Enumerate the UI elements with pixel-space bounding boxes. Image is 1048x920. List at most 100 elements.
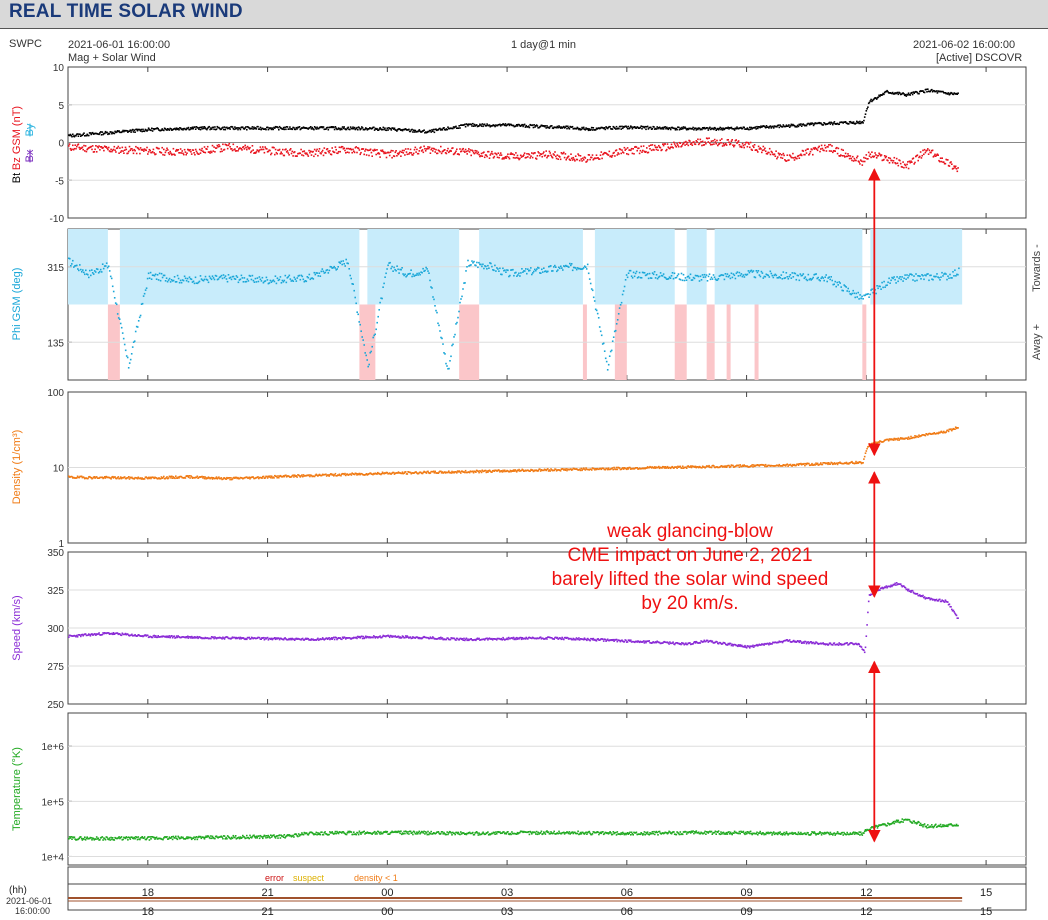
density-series-point — [472, 471, 475, 474]
density-series-point — [89, 476, 92, 479]
density-series-point — [407, 471, 409, 473]
speed-series-point — [309, 639, 312, 641]
bz-series-point — [246, 145, 249, 148]
speed-series-point — [341, 638, 343, 641]
bz-series-point — [419, 147, 421, 149]
bt-series-point — [499, 125, 502, 127]
phi-series-point — [905, 278, 907, 280]
speed-series-point — [411, 637, 413, 639]
bz-series-point — [328, 151, 330, 154]
density-series-point — [376, 473, 378, 475]
phi-series-point — [286, 277, 289, 279]
phi-series-point — [96, 268, 99, 271]
bz-series-point — [460, 150, 463, 152]
phi-series-point — [424, 269, 426, 272]
bz-series-point — [215, 147, 218, 149]
bt-series-point — [787, 125, 789, 127]
phi-series-point — [212, 277, 215, 279]
density-series-point — [464, 471, 466, 474]
bt-series-point — [324, 128, 326, 130]
bz-series-point — [627, 153, 630, 156]
density-series-point — [515, 471, 518, 473]
bz-series-point — [649, 148, 651, 150]
bz-series-point — [918, 156, 920, 159]
bt-series-point — [170, 128, 172, 130]
bt-series-point — [328, 126, 330, 129]
density-series-point — [171, 477, 174, 479]
phi-series-point — [641, 271, 644, 274]
speed-series-point — [518, 638, 520, 640]
bz-series-point — [581, 160, 583, 162]
phi-series-point — [758, 274, 761, 276]
bz-series-point — [190, 151, 192, 153]
speed-series-point — [289, 638, 291, 641]
bz-series-point — [907, 161, 909, 163]
bt-series-point — [609, 126, 611, 128]
bz-series-point — [776, 156, 779, 158]
bt-series-point — [566, 127, 568, 130]
bt-series-point — [859, 122, 862, 125]
bz-series-point — [897, 164, 900, 167]
bt-series-point — [697, 128, 699, 131]
density-series-point — [415, 471, 417, 473]
density-series-point — [222, 478, 224, 480]
speed-series-point — [365, 635, 367, 638]
bz-series-point — [369, 148, 372, 151]
bz-series-point — [931, 149, 934, 152]
bz-series-point — [404, 154, 406, 156]
density-series-point — [894, 438, 896, 441]
phi-series-point — [757, 270, 760, 272]
phi-series-point — [163, 274, 166, 277]
speed-series-point — [431, 637, 433, 640]
bt-series-point — [278, 125, 281, 128]
bt-series-point — [354, 128, 357, 131]
phi-series-point — [639, 276, 642, 279]
phi-series-point — [306, 276, 309, 278]
bz-series-point — [878, 152, 880, 155]
density-series-point — [436, 472, 439, 474]
bz-series-point — [592, 158, 595, 161]
speed-series-point — [222, 637, 225, 639]
density-series-point — [803, 462, 805, 465]
phi-series-point — [93, 270, 96, 272]
bz-series-point — [840, 154, 842, 156]
bz-series-point — [478, 153, 480, 156]
bt-series-point — [715, 129, 717, 131]
phi-series-point — [732, 273, 735, 275]
bz-series-point — [574, 160, 576, 162]
bt-series-point — [404, 128, 407, 130]
phi-series-point — [178, 281, 181, 284]
density-series-point — [80, 475, 83, 478]
phi-series-point — [775, 274, 778, 277]
phi-series-point — [762, 277, 765, 279]
bz-series-point — [346, 151, 349, 153]
phi-series-point — [725, 275, 728, 278]
phi-series-point — [129, 358, 132, 361]
phi-series-point — [838, 281, 840, 283]
bz-series-point — [131, 149, 134, 152]
density-series-point — [257, 476, 259, 478]
density-series-point — [401, 471, 404, 473]
phi-series-point — [381, 297, 383, 300]
phi-series-point — [884, 286, 886, 288]
bt-series-point — [233, 128, 235, 131]
phi-series-point — [831, 279, 833, 282]
bz-series-point — [421, 149, 424, 151]
density-series-point — [849, 462, 852, 464]
phi-series-point — [223, 276, 226, 279]
bt-series-point — [226, 126, 228, 129]
density-series-point — [270, 476, 272, 479]
bz-series-point — [849, 155, 852, 157]
bz-series-point — [540, 153, 543, 155]
bz-series-point — [656, 146, 658, 149]
phi-series-point — [661, 275, 664, 277]
bz-series-point — [666, 143, 669, 145]
density-series-point — [76, 477, 78, 479]
speed-series-point — [516, 638, 519, 640]
y-tick-label: -5 — [55, 176, 64, 187]
bt-series-point — [134, 131, 136, 133]
bz-series-point — [754, 149, 757, 151]
bt-series-point — [928, 90, 931, 93]
density-series-point — [867, 446, 869, 448]
bz-series-point — [662, 144, 665, 147]
